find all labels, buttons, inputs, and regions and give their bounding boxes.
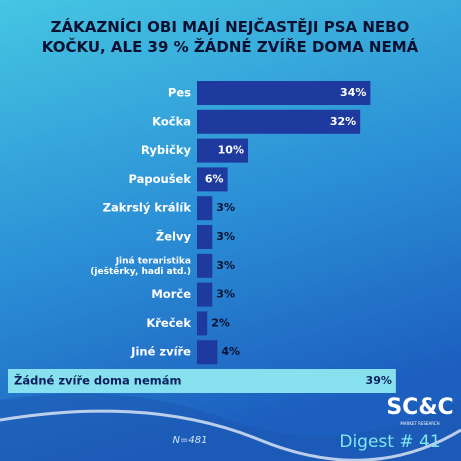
chart-title: ZÁKAZNÍCI OBI MAJÍ NEJČASTĚJI PSA NEBO KO…: [42, 17, 419, 56]
category-label: Jiná teraristika (ještěrky, hadi atd.): [90, 256, 191, 276]
category-label: Papoušek: [129, 172, 192, 186]
bar: [197, 340, 218, 365]
title-text: ZÁKAZNÍCI OBI MAJÍ NEJČASTĚJI PSA NEBO KO…: [42, 17, 419, 56]
value-label: 3%: [216, 230, 235, 243]
value-label: 3%: [216, 259, 235, 272]
category-label: Jiné zvíře: [130, 345, 191, 359]
value-label: 2%: [211, 316, 230, 329]
value-label: 10%: [218, 144, 244, 157]
value-label: 3%: [216, 288, 235, 301]
bar: [197, 253, 213, 278]
category-label: Želvy: [156, 229, 192, 244]
bar: [8, 369, 396, 393]
bar: [197, 196, 213, 221]
bar: [197, 311, 208, 336]
bar: [197, 282, 213, 307]
category-label: Zakrslý králík: [103, 201, 192, 215]
value-label: 32%: [330, 115, 356, 128]
value-label: 3%: [216, 201, 235, 214]
category-label: Morče: [151, 287, 191, 301]
logo-tagline: MARKET RESEARCH: [400, 421, 439, 426]
wave-line: [0, 409, 461, 461]
issue: Digest # 41: [339, 432, 440, 452]
category-label: Žádné zvíře doma nemám: [14, 373, 182, 388]
bar: [197, 81, 371, 105]
bar: [197, 167, 228, 192]
footnote: N=481: [173, 435, 208, 446]
value-label: 4%: [221, 345, 240, 358]
category-label: Křeček: [146, 316, 191, 330]
category-label: Kočka: [152, 114, 191, 128]
category-label: Rybičky: [141, 143, 191, 157]
logo: SC&C: [386, 395, 453, 420]
category-label: Pes: [168, 86, 191, 100]
bar: [197, 138, 248, 163]
value-label: 34%: [340, 86, 366, 99]
value-label: 6%: [205, 172, 224, 185]
bar: [197, 225, 213, 249]
bar: [197, 109, 361, 134]
value-label: 39%: [366, 374, 392, 387]
